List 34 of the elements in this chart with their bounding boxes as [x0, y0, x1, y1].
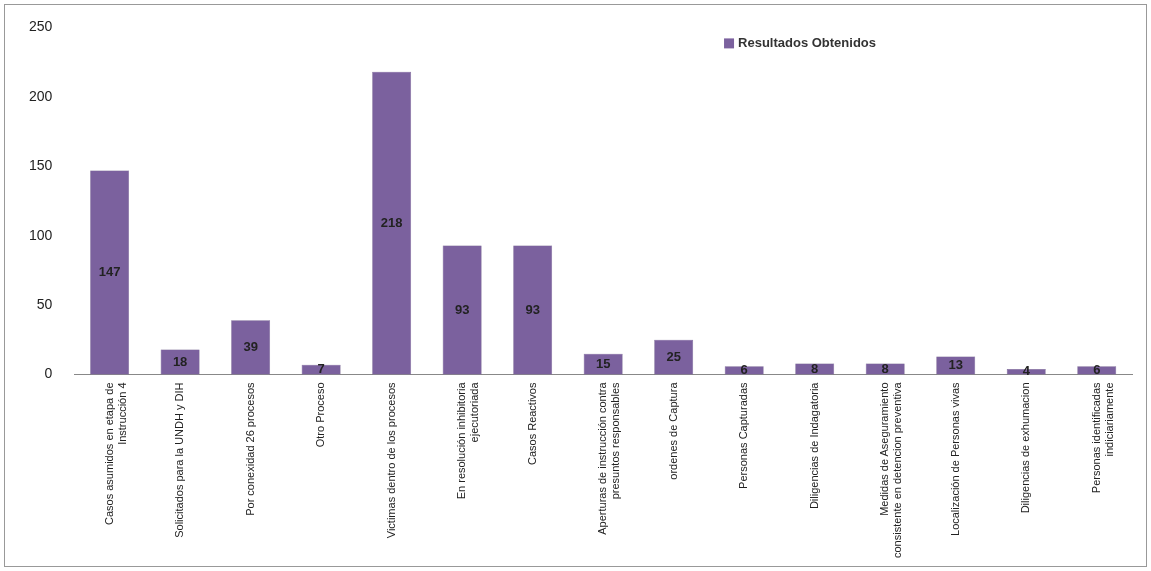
x-tick-label: Diligencias de exhumacion	[1019, 382, 1032, 514]
y-tick-label: 50	[36, 295, 53, 312]
data-label: 218	[380, 214, 403, 230]
x-tick-label: Personas identificadas indiciariamente	[1089, 382, 1115, 494]
data-label: 147	[98, 264, 121, 280]
data-label: 93	[525, 301, 540, 317]
y-tick-label: 200	[29, 87, 53, 104]
data-label: 13	[948, 357, 963, 373]
x-tick-label: ordenes de Captura	[666, 381, 679, 480]
legend-label: Resultados Obtenidos	[738, 34, 877, 50]
y-tick-label: 150	[29, 157, 53, 174]
x-tick-label: Aperturas de instrucción contra presuntos responsables	[596, 381, 622, 535]
x-tick-label: Solicitados para la UNDH y DIH	[173, 382, 186, 538]
x-tick-label: Otro Proceso	[314, 382, 327, 448]
x-tick-label: Diligencias de Indagatoria	[807, 381, 820, 510]
data-label: 93	[454, 301, 470, 317]
x-tick-label: Personas Capturadas	[737, 382, 750, 489]
y-tick-label: 250	[29, 18, 53, 35]
y-tick-label: 0	[44, 365, 53, 382]
x-tick-label: Localización de Personas vivas	[948, 382, 961, 536]
data-label: 15	[595, 355, 611, 371]
data-label: 25	[666, 348, 681, 364]
y-tick-label: 100	[29, 226, 53, 243]
data-label: 8	[811, 360, 819, 376]
data-label: 8	[881, 360, 889, 376]
x-tick-label: Por conexidad 26 procesos	[243, 382, 256, 516]
data-label: 7	[317, 361, 325, 377]
x-tick-label: Casos asumidos en etapa de Instrucción 4	[102, 382, 128, 525]
x-tick-label: Medidas de Aseguramiento consistente en detencion preventiva	[878, 381, 904, 559]
x-tick-label: Casos Reactivos	[525, 382, 538, 466]
data-label: 39	[243, 339, 258, 354]
data-label: 18	[172, 353, 188, 369]
x-tick-label: Victimas dentro de los procesos	[384, 382, 397, 539]
x-tick-label: En resolución inhibitoria ejecutoriada	[455, 381, 481, 500]
